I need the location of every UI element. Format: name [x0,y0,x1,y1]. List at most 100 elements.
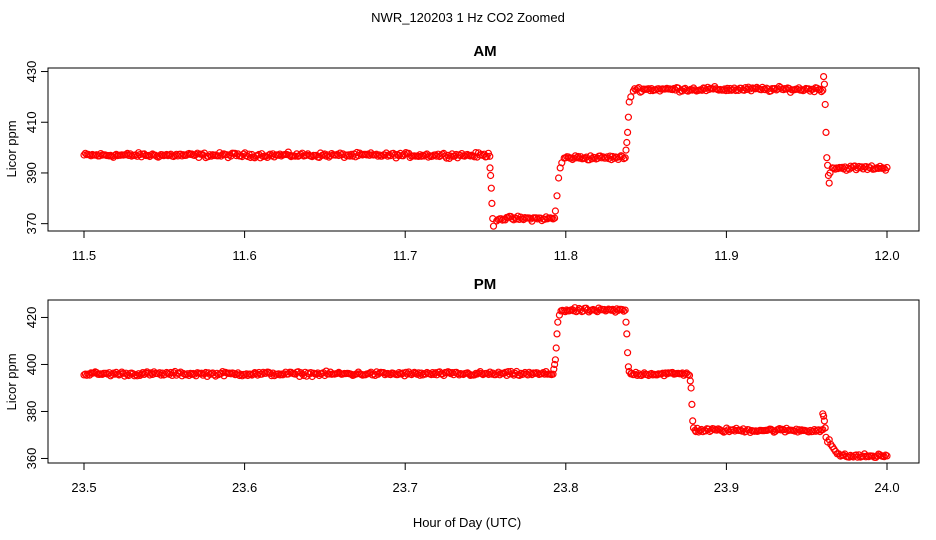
am-y-axis: 370 390 410 430 [24,61,49,235]
am-data-point [821,100,829,109]
pm-data-point [550,365,558,373]
am-data-point [624,113,633,121]
am-data-point [486,164,494,172]
figure-title: NWR_120203 1 Hz CO2 Zoomed [371,10,565,25]
pm-data-point [836,452,845,460]
am-x-tick-label: 11.6 [232,248,256,263]
pm-x-axis: 23.5 23.6 23.7 23.8 23.9 24.0 [71,462,900,495]
am-data-point [823,154,831,162]
pm-data-point [430,370,438,378]
am-data-point [489,222,498,230]
pm-data-point [821,424,829,432]
pm-data-point [552,344,560,352]
pm-data-point [681,370,689,378]
pm-x-tick-label: 23.9 [714,480,739,495]
pm-y-tick-label: 400 [24,354,39,376]
pm-panel-title: PM [474,276,497,293]
am-data-point [400,150,409,158]
am-data-point [825,179,833,187]
pm-y-axis-label: Licor ppm [4,353,19,410]
pm-data-point [689,417,697,425]
pm-data-point [623,349,632,357]
am-data-point [823,161,832,169]
am-panel: AM 11.5 11.6 11.7 11.8 11.9 12.0 370 390 410 430… [4,43,920,263]
am-data-point [486,152,494,160]
pm-data-point [621,306,629,314]
am-data-point [554,174,563,182]
pm-data-point [819,412,828,420]
am-data-point [820,80,829,88]
am-data-point [551,207,560,215]
am-data-point [623,138,631,147]
am-data-point [550,214,559,222]
pm-data-point [684,370,692,378]
am-data-point [489,215,497,223]
am-panel-title: AM [473,43,496,60]
pm-data-point [551,356,560,364]
am-x-axis: 11.5 11.6 11.7 11.8 11.9 12.0 [72,230,900,263]
am-data-point [487,184,495,192]
pm-data-point [627,370,635,378]
pm-y-tick-label: 420 [24,307,39,329]
am-plot-frame [47,67,920,232]
pm-plot-frame [47,299,920,464]
am-data-point [553,192,561,200]
pm-panel: PM 23.5 23.6 23.7 23.8 23.9 24.0 360 380 400 420… [4,276,920,495]
am-data-point [627,93,635,101]
am-data-point [826,169,834,177]
pm-x-tick-label: 23.7 [393,480,418,495]
pm-data-point [883,452,891,460]
pm-data-point [825,436,833,444]
am-data-point [621,154,629,162]
pm-data-point [691,426,699,434]
am-y-axis-label: Licor ppm [4,120,19,177]
am-x-tick-label: 12.0 [874,248,899,263]
pm-data-point [550,360,559,369]
am-data-point [488,199,496,207]
am-y-tick-label: 410 [24,111,39,133]
pm-data-point [775,425,784,433]
pm-x-tick-label: 23.6 [232,480,257,495]
am-data-point [741,83,750,92]
am-y-tick-label: 430 [24,61,39,83]
am-x-tick-label: 11.8 [554,248,578,263]
am-x-tick-label: 11.9 [714,248,738,263]
pm-data-point [687,384,695,392]
pm-data-point [814,426,823,434]
am-data-point [819,72,828,81]
pm-y-tick-label: 360 [24,448,39,470]
pm-data-points [80,304,891,461]
x-axis-label: Hour of Day (UTC) [413,515,521,530]
pm-data-point [555,311,564,319]
am-x-tick-label: 11.5 [72,248,96,263]
pm-x-tick-label: 23.5 [71,480,96,495]
pm-data-point [618,306,627,314]
am-data-points [80,72,891,230]
pm-data-point [553,330,561,338]
pm-data-point [622,318,630,326]
pm-data-point [549,370,557,378]
am-data-point [532,214,540,222]
pm-data-point [623,330,631,338]
am-data-point [631,85,639,93]
am-data-point [883,163,891,172]
pm-data-point [554,318,562,326]
am-data-point [822,128,830,136]
am-data-point [487,171,495,180]
am-data-point [558,159,566,167]
am-y-tick-label: 370 [24,213,39,235]
am-data-point [402,149,410,157]
am-y-tick-label: 390 [24,162,39,184]
pm-data-point [624,363,633,371]
am-data-point [846,162,855,170]
pm-data-point [686,377,694,385]
pm-data-point [820,417,829,425]
pm-data-point [620,307,628,315]
pm-y-axis: 360 380 400 420 [24,307,49,470]
am-data-point [817,87,826,96]
am-data-point [623,128,632,136]
am-data-point [622,146,630,154]
pm-y-tick-label: 380 [24,401,39,423]
pm-x-tick-label: 23.8 [553,480,578,495]
